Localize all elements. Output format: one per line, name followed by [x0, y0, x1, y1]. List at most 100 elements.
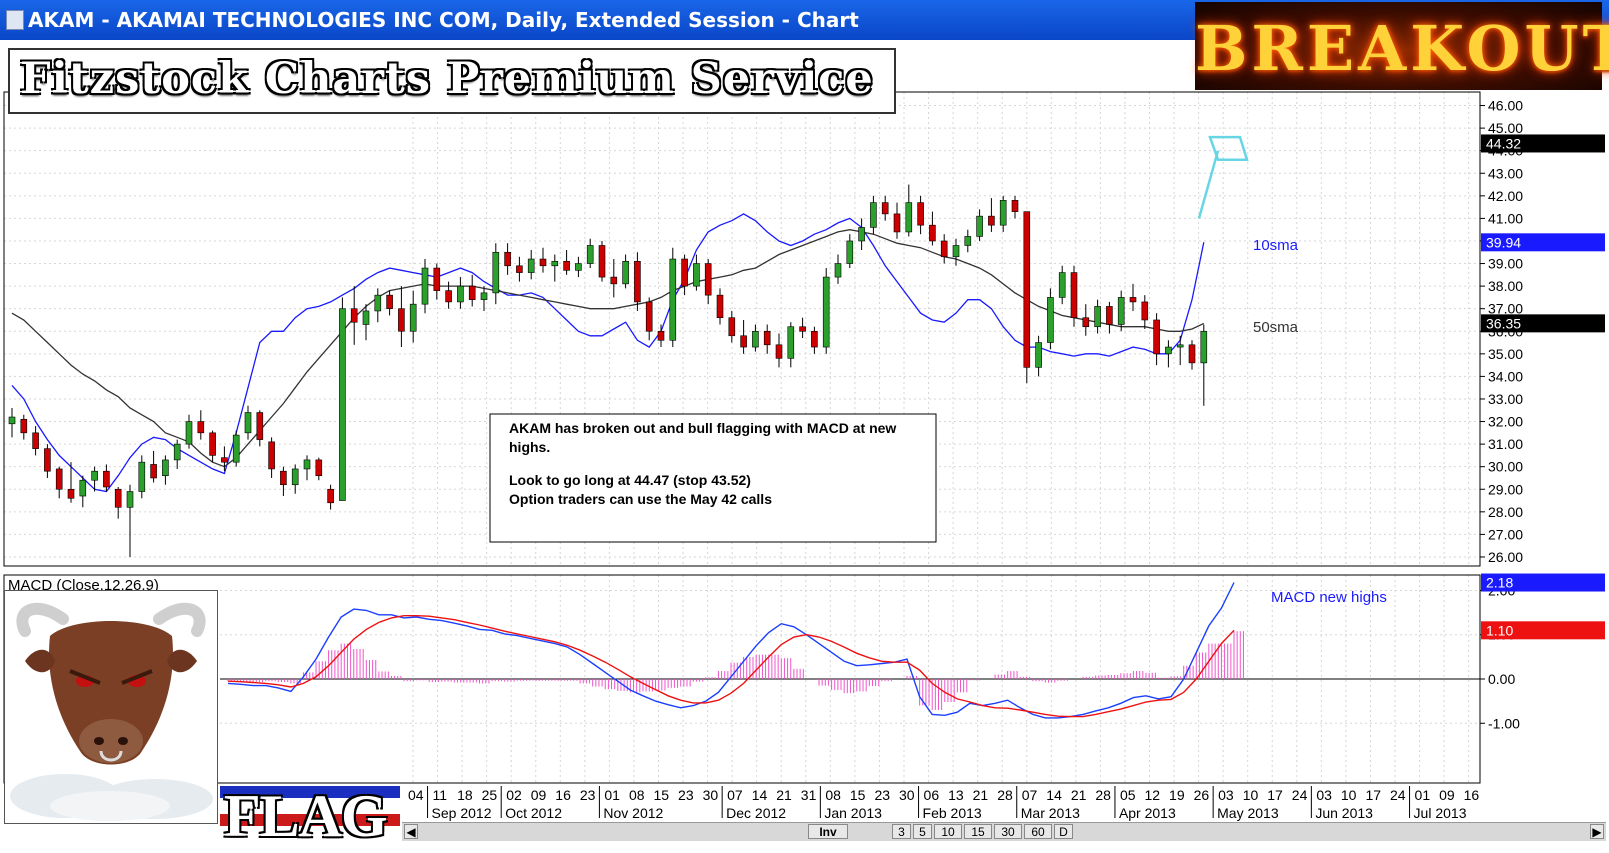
- candle-up: [374, 294, 382, 312]
- candle-up: [752, 330, 759, 348]
- candle-down: [775, 344, 783, 359]
- date-tick-label: 10: [1341, 787, 1357, 803]
- period-button-30[interactable]: 30: [994, 824, 1022, 839]
- candle-up: [976, 215, 983, 237]
- candle-down: [740, 335, 747, 348]
- date-tick-label: 07: [1022, 787, 1038, 803]
- candle-up: [185, 421, 193, 445]
- date-tick-label: 06: [924, 787, 940, 803]
- bull-flag-outline: [1197, 135, 1249, 219]
- date-tick-label: 03: [1316, 787, 1332, 803]
- date-tick-label: 23: [874, 787, 890, 803]
- date-tick-label: 18: [457, 787, 473, 803]
- candle-up: [421, 267, 429, 305]
- date-tick-label: 09: [531, 787, 547, 803]
- candle-up: [126, 491, 134, 508]
- annotation-line-1: AKAM has broken out and bull flagging wi…: [509, 420, 896, 436]
- date-tick-label: 15: [850, 787, 866, 803]
- month-label: Apr 2013: [1119, 805, 1176, 821]
- sma50-label: 50sma: [1253, 319, 1299, 336]
- date-tick-label: 04: [408, 787, 424, 803]
- macd-tick-label: -1.00: [1488, 715, 1520, 731]
- inv-button[interactable]: Inv: [808, 824, 848, 839]
- candle-down: [150, 464, 157, 479]
- angry-bull-image: [4, 590, 218, 824]
- candle-down: [728, 317, 736, 337]
- candle-down: [799, 326, 806, 332]
- candle-down: [1070, 272, 1078, 319]
- candle-down: [103, 470, 110, 488]
- period-button-5[interactable]: 5: [913, 824, 932, 839]
- candle-up: [291, 468, 299, 486]
- candle-down: [209, 432, 216, 456]
- candle-up: [79, 479, 87, 497]
- candle-down: [1153, 319, 1160, 355]
- price-tick-label: 35.00: [1488, 346, 1523, 362]
- macd-tick-label: 0.00: [1488, 671, 1515, 687]
- date-tick-label: 10: [1243, 787, 1259, 803]
- period-button-15[interactable]: 15: [964, 824, 992, 839]
- candle-up: [303, 459, 311, 470]
- candle-down: [1082, 317, 1090, 328]
- candle-down: [350, 308, 358, 323]
- date-tick-label: 26: [1194, 787, 1210, 803]
- candle-up: [8, 416, 16, 425]
- date-tick-label: 11: [433, 787, 448, 803]
- candle-down: [917, 202, 924, 226]
- date-tick-label: 02: [506, 787, 522, 803]
- candle-up: [492, 251, 500, 294]
- candle-down: [197, 421, 205, 434]
- banner-text: Fitzstock Charts Premium Service: [20, 54, 874, 104]
- date-tick-label: 16: [555, 787, 571, 803]
- candle-up: [1094, 306, 1101, 328]
- period-button-D[interactable]: D: [1054, 824, 1073, 839]
- breakout-logo-text: BREAKOUT: [1195, 12, 1609, 85]
- price-tick-label: 28.00: [1488, 504, 1523, 520]
- period-button-10[interactable]: 10: [934, 824, 962, 839]
- scroll-left-button[interactable]: ◀: [404, 824, 418, 839]
- flag-logo-text: FLAG: [224, 783, 388, 849]
- sma10-line: [11, 213, 1205, 493]
- candle-down: [67, 488, 75, 499]
- price-tick-label: 33.00: [1488, 391, 1523, 407]
- price-tick-label: 27.00: [1488, 526, 1523, 542]
- price-tick-label: 41.00: [1488, 210, 1523, 226]
- candle-down: [539, 258, 547, 267]
- sma50-badge: [1481, 314, 1605, 333]
- candle-down: [681, 258, 688, 287]
- macd-badge: [1481, 573, 1605, 592]
- date-tick-label: 19: [1169, 787, 1185, 803]
- candle-down: [280, 470, 287, 486]
- candle-up: [669, 258, 677, 341]
- chart-scrollbar[interactable]: ◀ Inv 3 5 10 15 30 60 D ▶: [402, 822, 1606, 841]
- date-tick-label: 17: [1365, 787, 1381, 803]
- period-button-60[interactable]: 60: [1024, 824, 1052, 839]
- date-tick-label: 30: [703, 787, 719, 803]
- price-gridlines: [4, 92, 1480, 566]
- candle-up: [138, 461, 146, 492]
- candle-up: [1035, 342, 1042, 368]
- date-tick-label: 17: [1267, 787, 1283, 803]
- price-badges: 44.32 39.94 36.35: [1481, 134, 1605, 333]
- annotation-line-3: Look to go long at 44.47 (stop 43.52): [509, 472, 751, 488]
- period-button-3[interactable]: 3: [892, 824, 911, 839]
- candle-down: [114, 488, 122, 508]
- candle-up: [480, 292, 488, 300]
- candle-down: [504, 251, 511, 267]
- macd-indicator: 2.001.000.00-1.002.181.10: [220, 573, 1605, 731]
- sma10-badge-label: 39.94: [1486, 234, 1521, 250]
- date-tick-label: 08: [825, 787, 841, 803]
- candle-up: [1047, 297, 1054, 343]
- last-price-badge: [1481, 134, 1605, 153]
- macd-header-label: MACD (Close,12,26,9): [8, 577, 159, 594]
- candle-down: [32, 432, 39, 449]
- date-tick-label: 21: [973, 787, 989, 803]
- scroll-right-button[interactable]: ▶: [1590, 824, 1604, 839]
- candle-down: [811, 330, 818, 348]
- date-tick-label: 13: [948, 787, 964, 803]
- candle-up: [551, 260, 559, 267]
- last-price-badge-label: 44.32: [1486, 135, 1521, 151]
- sma50-line: [11, 229, 1205, 468]
- annotation-box: [489, 413, 937, 543]
- flag-stripes: [220, 786, 400, 826]
